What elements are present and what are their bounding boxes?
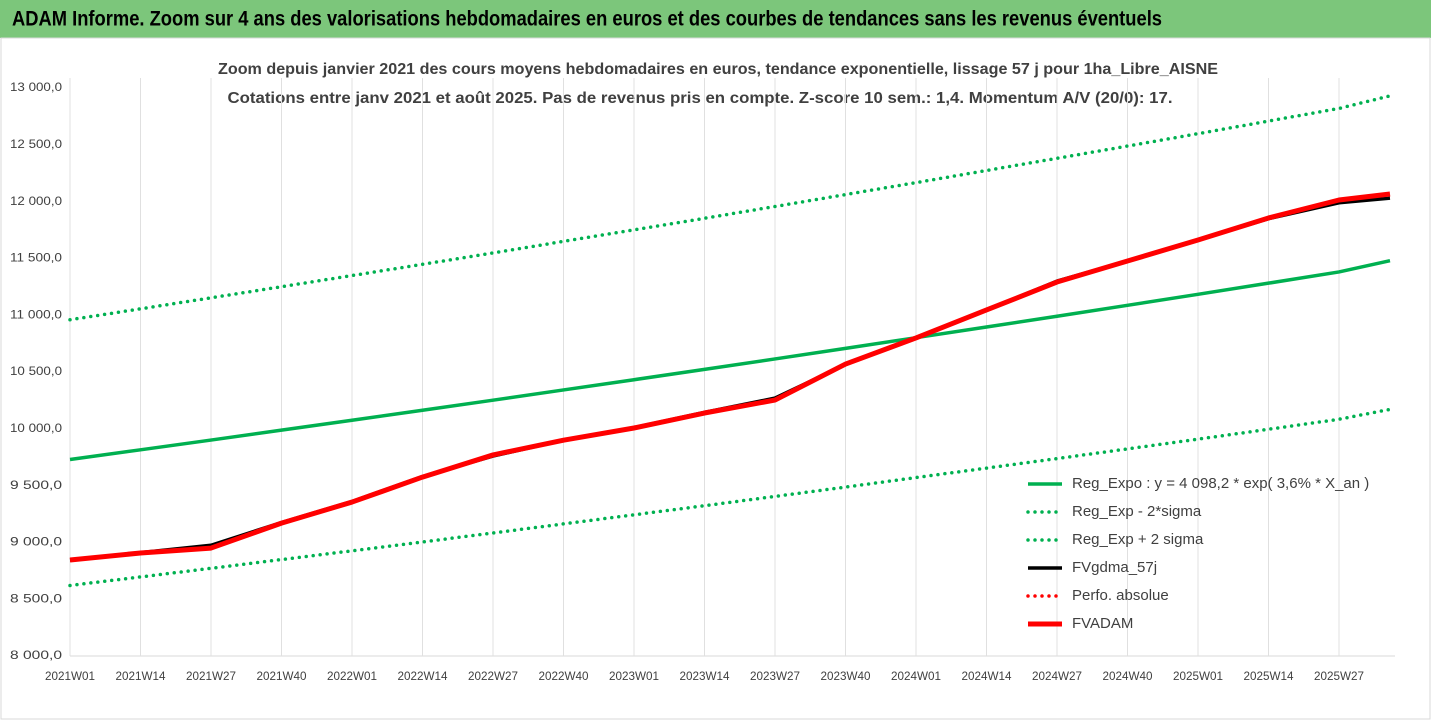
x-tick-label: 2022W27 (468, 669, 518, 683)
y-tick-label: 8 000,0 (10, 648, 62, 662)
x-tick-label: 2022W14 (398, 669, 448, 683)
chart-subtitle: Cotations entre janv 2021 et août 2025. … (228, 90, 1173, 107)
y-tick-label: 13 000,0 (10, 80, 62, 94)
y-tick-label: 12 500,0 (10, 137, 62, 151)
legend-label: FVADAM (1072, 615, 1133, 632)
x-tick-label: 2025W14 (1244, 669, 1294, 683)
x-tick-label: 2024W01 (891, 669, 941, 683)
x-tick-label: 2024W14 (962, 669, 1012, 683)
series-line (69, 191, 1391, 563)
x-tick-label: 2025W01 (1173, 669, 1223, 683)
x-tick-label: 2021W27 (186, 669, 236, 683)
y-tick-label: 11 500,0 (10, 251, 62, 265)
x-tick-label: 2023W01 (609, 669, 659, 683)
x-tick-label: 2021W40 (257, 669, 307, 683)
header-title: ADAM Informe. Zoom sur 4 ans des valoris… (12, 8, 1162, 31)
y-tick-label: 10 000,0 (10, 421, 62, 435)
series-line (68, 94, 1392, 322)
x-tick-label: 2024W40 (1103, 669, 1153, 683)
y-tick-label: 11 000,0 (10, 307, 62, 321)
x-tick-label: 2022W40 (539, 669, 589, 683)
x-tick-label: 2021W01 (45, 669, 95, 683)
series-line (69, 258, 1391, 462)
x-tick-label: 2022W01 (327, 669, 377, 683)
y-tick-label: 8 500,0 (10, 591, 62, 605)
legend-label: Reg_Expo : y = 4 098,2 * exp( 3,6% * X_a… (1072, 475, 1369, 492)
y-tick-label: 12 000,0 (10, 194, 62, 208)
legend-label: FVgdma_57j (1072, 559, 1157, 576)
y-tick-label: 10 500,0 (10, 364, 62, 378)
x-tick-label: 2023W14 (680, 669, 730, 683)
x-tick-label: 2025W27 (1314, 669, 1364, 683)
legend-label: Perfo. absolue (1072, 587, 1169, 604)
x-tick-label: 2024W27 (1032, 669, 1082, 683)
x-tick-label: 2021W14 (116, 669, 166, 683)
header-bar (0, 0, 1431, 38)
chart-border (0, 37, 1431, 720)
y-tick-label: 9 500,0 (10, 478, 62, 492)
y-tick-label: 9 000,0 (10, 535, 62, 549)
x-tick-label: 2023W27 (750, 669, 800, 683)
x-tick-label: 2023W40 (821, 669, 871, 683)
legend-label: Reg_Exp - 2*sigma (1072, 503, 1202, 520)
series-line (68, 407, 1392, 588)
chart-title: Zoom depuis janvier 2021 des cours moyen… (218, 61, 1218, 78)
legend-label: Reg_Exp + 2 sigma (1072, 531, 1204, 548)
